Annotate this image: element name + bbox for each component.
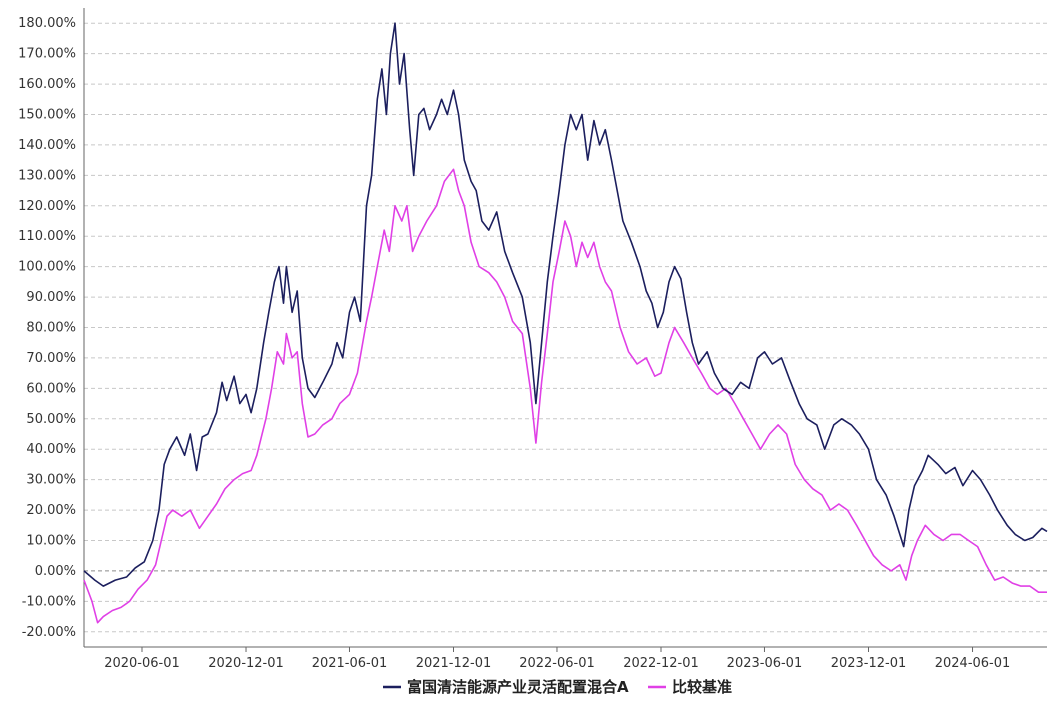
x-tick-label: 2023-06-01 xyxy=(727,656,803,671)
series-line xyxy=(83,22,1048,587)
y-tick-label: 10.00% xyxy=(26,534,76,549)
x-tick-label: 2020-06-01 xyxy=(104,656,180,671)
y-tick-label: 30.00% xyxy=(26,473,76,488)
y-tick-label: 110.00% xyxy=(18,229,76,244)
y-tick-label: 130.00% xyxy=(18,168,76,183)
series-lines xyxy=(83,22,1048,624)
y-tick-label: 20.00% xyxy=(26,503,76,518)
y-tick-label: 100.00% xyxy=(18,260,76,275)
x-tick-label: 2020-12-01 xyxy=(208,656,284,671)
y-tick-label: 150.00% xyxy=(18,108,76,123)
y-tick-label: 180.00% xyxy=(18,16,76,31)
x-tick-label: 2022-12-01 xyxy=(623,656,699,671)
y-tick-label: 170.00% xyxy=(18,47,76,62)
series-line xyxy=(83,168,1047,624)
x-tick-label: 2023-12-01 xyxy=(831,656,907,671)
y-tick-label: 90.00% xyxy=(26,290,76,305)
y-tick-label: -10.00% xyxy=(22,594,76,609)
y-tick-label: 50.00% xyxy=(26,412,76,427)
y-tick-label: 60.00% xyxy=(26,381,76,396)
x-tick-label: 2024-06-01 xyxy=(935,656,1011,671)
x-tick-label: 2021-06-01 xyxy=(312,656,388,671)
x-tick-label: 2021-12-01 xyxy=(416,656,492,671)
axes: -20.00% -10.00% 0.00% 10.00% 20.00% 30.00% 40.… xyxy=(18,8,1047,671)
x-tick-label: 2022-06-01 xyxy=(519,656,595,671)
legend-label: 富国清洁能源产业灵活配置混合A xyxy=(407,678,629,696)
y-tick-label: 70.00% xyxy=(26,351,76,366)
y-tick-label: 160.00% xyxy=(18,77,76,92)
y-tick-label: 140.00% xyxy=(18,138,76,153)
legend: 富国清洁能源产业灵活配置混合A 比较基准 xyxy=(383,678,732,696)
y-tick-label: 40.00% xyxy=(26,442,76,457)
y-tick-label: 0.00% xyxy=(35,564,76,579)
y-tick-label: -20.00% xyxy=(22,625,76,640)
legend-label: 比较基准 xyxy=(672,678,732,696)
y-tick-label: 120.00% xyxy=(18,199,76,214)
y-tick-label: 80.00% xyxy=(26,321,76,336)
